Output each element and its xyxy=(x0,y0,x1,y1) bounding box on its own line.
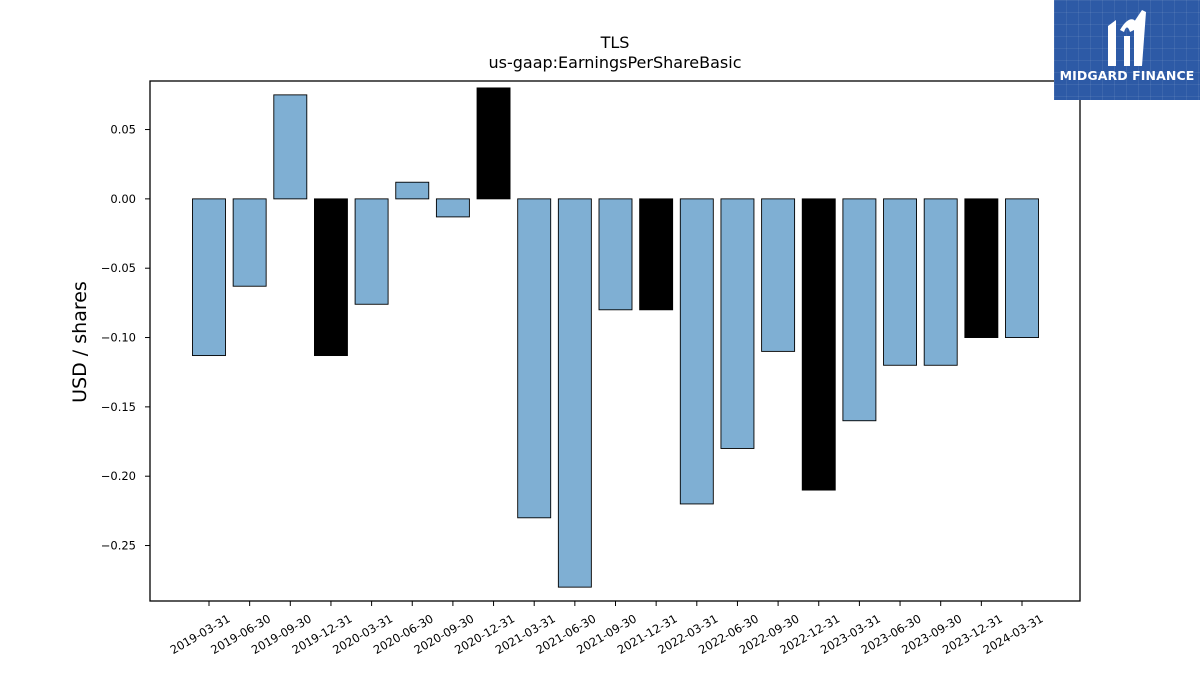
y-ticks: 0.05 0.00 −0.05 −0.10 −0.15 −0.20 −0.25 xyxy=(101,123,150,553)
bar-2020-03-31 xyxy=(354,198,389,305)
brand-name: MIDGARD FINANCE xyxy=(1059,68,1195,83)
bar-2023-09-30 xyxy=(923,198,958,366)
bar-2023-03-31 xyxy=(842,198,877,422)
bar-2023-06-30 xyxy=(883,198,917,366)
bar-2020-12-31 xyxy=(476,87,511,200)
bar-2020-06-30 xyxy=(395,181,430,200)
bar-2019-06-30 xyxy=(232,198,267,287)
y-tick-label: −0.10 xyxy=(101,331,136,345)
y-tick-label: 0.00 xyxy=(110,192,136,206)
bar-2021-09-30 xyxy=(598,198,633,311)
y-tick-label: −0.05 xyxy=(101,261,136,275)
bar-2021-03-31 xyxy=(517,198,552,519)
midgard-logo: MIDGARD FINANCE xyxy=(1054,0,1200,100)
bar-2022-09-30 xyxy=(761,198,796,352)
plot-frame xyxy=(149,80,1081,602)
chart-title: TLS xyxy=(600,33,630,52)
bar-2024-03-31 xyxy=(1005,198,1039,338)
bar-2021-06-30 xyxy=(557,198,592,588)
bar-2019-09-30 xyxy=(273,94,308,200)
bar-2020-09-30 xyxy=(435,198,470,218)
y-tick-label: −0.25 xyxy=(101,539,136,553)
y-axis-label: USD / shares xyxy=(69,281,91,403)
y-tick-label: −0.20 xyxy=(101,469,136,483)
midgard-m-icon xyxy=(1108,10,1146,66)
bar-2022-06-30 xyxy=(720,198,755,449)
bar-2019-12-31 xyxy=(314,198,348,357)
y-tick-label: 0.05 xyxy=(110,123,136,137)
bar-2022-03-31 xyxy=(679,198,714,505)
bars-group xyxy=(192,87,1039,588)
bar-2023-12-31 xyxy=(964,198,999,338)
bar-2019-03-31 xyxy=(192,198,226,357)
bar-2022-12-31 xyxy=(801,198,836,491)
y-tick-label: −0.15 xyxy=(101,400,136,414)
chart-subtitle: us-gaap:EarningsPerShareBasic xyxy=(488,53,741,72)
bar-2021-12-31 xyxy=(639,198,674,311)
x-ticks: 2019-03-312019-06-302019-09-302019-12-31… xyxy=(168,601,1046,657)
